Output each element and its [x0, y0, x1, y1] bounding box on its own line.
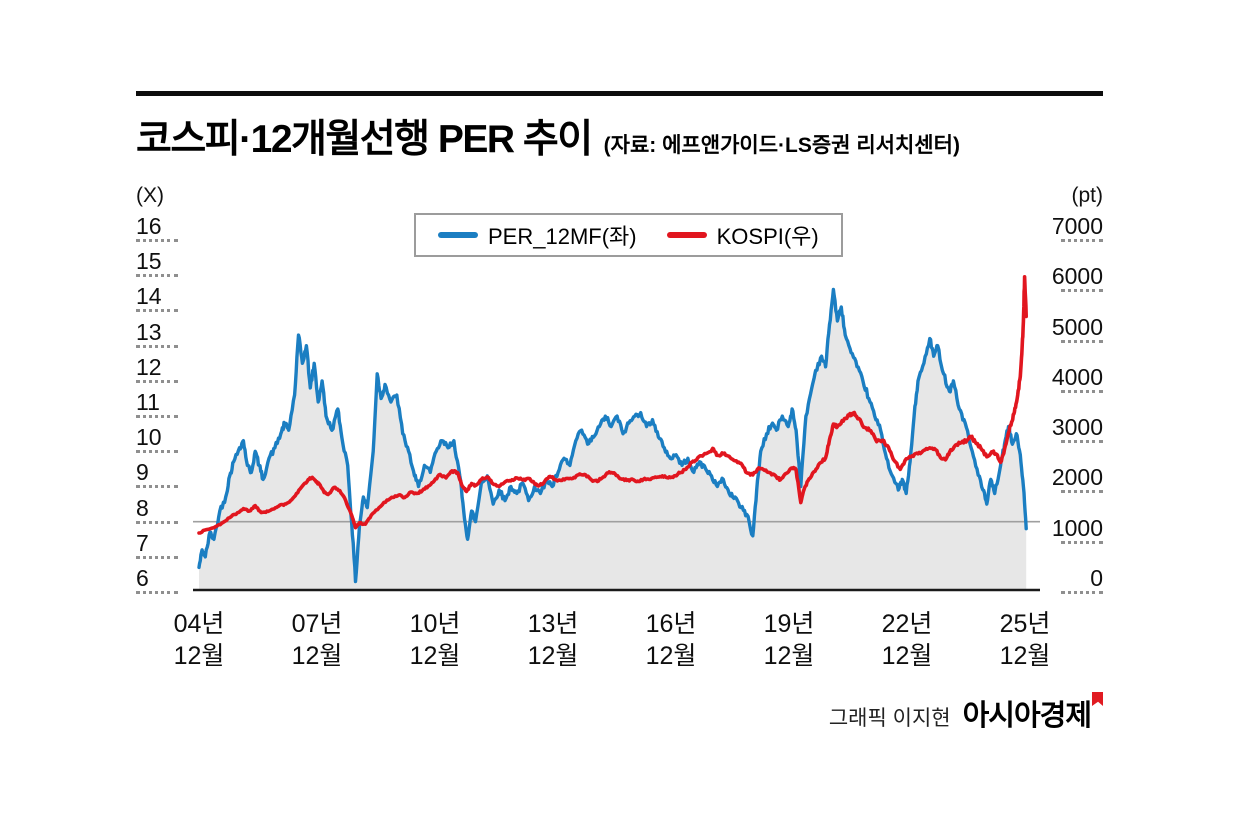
y-tick-left: 10 [136, 424, 178, 454]
gridline-stub [1061, 591, 1103, 594]
y-tick-right: 4000 [1052, 364, 1103, 393]
gridline-stub [136, 555, 178, 559]
y-tick-label: 14 [136, 283, 162, 310]
y-tick-label: 16 [136, 213, 162, 239]
y-tick-right: 0 [1061, 565, 1103, 594]
credit-text: 그래픽 이지현 [828, 707, 951, 730]
y-tick-left: 12 [136, 354, 178, 383]
y-tick-label: 12 [136, 353, 162, 380]
y-tick-right: 7000 [1052, 213, 1103, 242]
y-tick-label: 9 [136, 459, 149, 486]
x-tick-label: 22년 12월 [881, 610, 933, 670]
y-tick-left: 14 [136, 283, 178, 313]
y-tick-left: 8 [136, 495, 178, 524]
gridline-stub [1061, 339, 1103, 343]
gridline-stub [136, 520, 178, 524]
chart-title: 코스피·12개월선행 PER 추이 [136, 118, 593, 161]
y-tick-left: 13 [136, 319, 178, 348]
y-tick-label: 15 [136, 248, 162, 275]
kospi-line-swatch [666, 232, 707, 238]
y-tick-left: 6 [136, 565, 178, 594]
y-tick-label: 7 [136, 529, 149, 556]
y-tick-label: 10 [136, 424, 162, 451]
chart-source: (자료: 에프앤가이드·LS증권 리서치센터) [603, 134, 960, 157]
gridline-stub [136, 309, 178, 313]
y-tick-label: 4000 [1051, 363, 1103, 390]
legend: PER_12MF(좌) KOSPI(우) [414, 213, 843, 257]
y-tick-left: 7 [136, 530, 178, 559]
x-tick-label: 10년 12월 [409, 610, 461, 670]
right-axis-unit: (pt) [1071, 184, 1104, 207]
left-axis-unit: (X) [136, 184, 164, 207]
x-tick-label: 13년 12월 [527, 610, 579, 670]
y-tick-label: 3000 [1051, 414, 1103, 441]
gridline-stub [136, 591, 178, 594]
y-tick-label: 7000 [1051, 213, 1103, 239]
kospi-line [197, 274, 1028, 535]
y-tick-label: 13 [136, 318, 162, 345]
gridline-stub [136, 379, 178, 383]
gridline-stub [1061, 440, 1103, 444]
brand-text: 아시아경제 [962, 700, 1092, 732]
y-tick-label: 6000 [1051, 263, 1103, 290]
gridline-stub [136, 239, 178, 242]
y-tick-left: 15 [136, 248, 178, 278]
brand-logo: 아시아경제 [963, 692, 1103, 734]
y-tick-label: 6 [136, 565, 149, 591]
gridline-stub [1061, 540, 1103, 544]
per-line [197, 287, 1028, 584]
gridline-stub [1061, 289, 1103, 293]
header: 코스피·12개월선행 PER 추이 (자료: 에프앤가이드·LS증권 리서치센터… [136, 108, 960, 164]
y-tick-label: 1000 [1051, 514, 1103, 541]
legend-label-per: PER_12MF(좌) [488, 224, 637, 249]
y-tick-left: 11 [136, 389, 178, 418]
legend-label-kospi: KOSPI(우) [716, 224, 819, 249]
gridline-stub [136, 274, 178, 278]
x-tick-label: 04년 12월 [173, 610, 225, 670]
y-tick-label: 0 [1090, 565, 1103, 591]
x-tick-label: 25년 12월 [999, 610, 1051, 670]
y-tick-left: 9 [136, 459, 178, 489]
legend-item-kospi: KOSPI(우) [666, 219, 819, 251]
y-tick-label: 5000 [1051, 313, 1103, 340]
gridline-stub [136, 415, 178, 418]
y-tick-right: 1000 [1052, 515, 1103, 544]
y-tick-right: 3000 [1051, 414, 1103, 444]
y-tick-left: 16 [136, 213, 178, 242]
top-rule [136, 91, 1103, 96]
gridline-stub [136, 485, 178, 489]
brand-mark-icon [1092, 692, 1103, 706]
legend-item-per: PER_12MF(좌) [438, 219, 637, 251]
y-tick-right: 6000 [1051, 263, 1103, 293]
gridline-stub [1061, 389, 1103, 393]
per-line-swatch [438, 232, 478, 238]
x-tick-label: 16년 12월 [645, 610, 697, 670]
credit: 그래픽 이지현 아시아경제 [829, 692, 1103, 734]
x-tick-label: 19년 12월 [763, 610, 815, 670]
gridline-stub [136, 344, 178, 348]
per-area-fill [199, 289, 1027, 590]
y-tick-label: 2000 [1051, 464, 1103, 491]
y-tick-right: 2000 [1051, 464, 1103, 494]
gridline-stub [1061, 490, 1103, 494]
y-tick-label: 8 [136, 494, 149, 521]
gridline-stub [136, 450, 178, 454]
x-tick-label: 07년 12월 [291, 610, 343, 670]
gridline-stub [1061, 239, 1103, 242]
y-tick-right: 5000 [1052, 314, 1103, 343]
y-tick-label: 11 [136, 389, 160, 415]
